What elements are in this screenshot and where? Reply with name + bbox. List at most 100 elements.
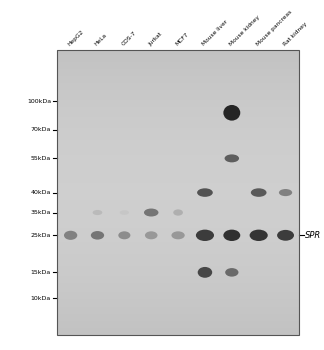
- Bar: [57, 309, 299, 311]
- Bar: [57, 169, 299, 171]
- Text: HepG2: HepG2: [67, 29, 85, 47]
- Bar: [57, 167, 299, 169]
- Bar: [57, 266, 299, 268]
- Bar: [57, 316, 299, 318]
- Bar: [57, 171, 299, 174]
- Bar: [57, 278, 299, 280]
- Ellipse shape: [249, 230, 268, 241]
- Bar: [57, 302, 299, 304]
- Bar: [57, 190, 299, 192]
- Ellipse shape: [64, 231, 77, 240]
- Bar: [57, 112, 299, 114]
- Text: Mouse kidney: Mouse kidney: [228, 14, 261, 47]
- Bar: [57, 143, 299, 145]
- Bar: [57, 52, 299, 55]
- Ellipse shape: [223, 105, 240, 121]
- Bar: [57, 219, 299, 221]
- Bar: [57, 228, 299, 231]
- Bar: [57, 276, 299, 278]
- Ellipse shape: [93, 210, 102, 215]
- Bar: [57, 183, 299, 186]
- Bar: [57, 71, 299, 74]
- Bar: [57, 200, 299, 202]
- Bar: [57, 131, 299, 133]
- Bar: [57, 314, 299, 316]
- Ellipse shape: [91, 231, 104, 240]
- Bar: [57, 268, 299, 271]
- Bar: [57, 295, 299, 297]
- Bar: [57, 176, 299, 178]
- Bar: [57, 328, 299, 330]
- Bar: [57, 81, 299, 83]
- Bar: [57, 264, 299, 266]
- Bar: [57, 95, 299, 98]
- Text: 100kDa: 100kDa: [27, 99, 51, 104]
- Text: 35kDa: 35kDa: [30, 210, 51, 215]
- Bar: [57, 330, 299, 332]
- Bar: [57, 304, 299, 307]
- Bar: [57, 243, 299, 245]
- Bar: [57, 290, 299, 292]
- Bar: [57, 259, 299, 261]
- Bar: [57, 159, 299, 162]
- Bar: [57, 74, 299, 76]
- Bar: [57, 271, 299, 273]
- Text: 40kDa: 40kDa: [30, 190, 51, 195]
- Bar: [57, 119, 299, 121]
- Ellipse shape: [279, 189, 292, 196]
- Bar: [57, 69, 299, 71]
- Bar: [57, 62, 299, 64]
- Bar: [57, 233, 299, 235]
- Bar: [57, 288, 299, 290]
- Ellipse shape: [251, 188, 267, 197]
- Bar: [57, 162, 299, 164]
- Bar: [57, 216, 299, 219]
- Bar: [57, 231, 299, 233]
- Bar: [57, 181, 299, 183]
- Text: 55kDa: 55kDa: [31, 156, 51, 161]
- Bar: [57, 202, 299, 204]
- Bar: [57, 57, 299, 60]
- Bar: [57, 114, 299, 117]
- Bar: [57, 121, 299, 124]
- Bar: [57, 209, 299, 211]
- Bar: [57, 195, 299, 197]
- Bar: [57, 100, 299, 102]
- Bar: [57, 140, 299, 143]
- Ellipse shape: [145, 231, 157, 239]
- Bar: [57, 60, 299, 62]
- Bar: [57, 178, 299, 181]
- Bar: [57, 133, 299, 135]
- Bar: [57, 110, 299, 112]
- Bar: [57, 204, 299, 207]
- Text: Mouse pancreas: Mouse pancreas: [255, 9, 293, 47]
- Text: Mouse liver: Mouse liver: [202, 19, 229, 47]
- Ellipse shape: [225, 154, 239, 162]
- Ellipse shape: [198, 267, 212, 278]
- Bar: [57, 235, 299, 238]
- Text: SPR: SPR: [305, 231, 321, 240]
- Bar: [57, 117, 299, 119]
- Bar: [57, 283, 299, 285]
- Bar: [57, 86, 299, 88]
- Bar: [57, 105, 299, 107]
- Bar: [57, 55, 299, 57]
- Bar: [57, 300, 299, 302]
- Text: 10kDa: 10kDa: [31, 295, 51, 301]
- Bar: [57, 292, 299, 295]
- Text: COS-7: COS-7: [121, 30, 137, 47]
- Ellipse shape: [171, 231, 185, 239]
- Bar: [57, 135, 299, 138]
- Bar: [57, 223, 299, 226]
- Bar: [57, 193, 299, 195]
- Text: HeLa: HeLa: [94, 33, 108, 47]
- Bar: [57, 157, 299, 159]
- Bar: [57, 247, 299, 250]
- Bar: [57, 67, 299, 69]
- Ellipse shape: [225, 268, 238, 277]
- Ellipse shape: [118, 231, 130, 239]
- Text: 15kDa: 15kDa: [31, 270, 51, 275]
- Bar: [57, 50, 299, 335]
- Bar: [57, 297, 299, 300]
- Bar: [57, 254, 299, 257]
